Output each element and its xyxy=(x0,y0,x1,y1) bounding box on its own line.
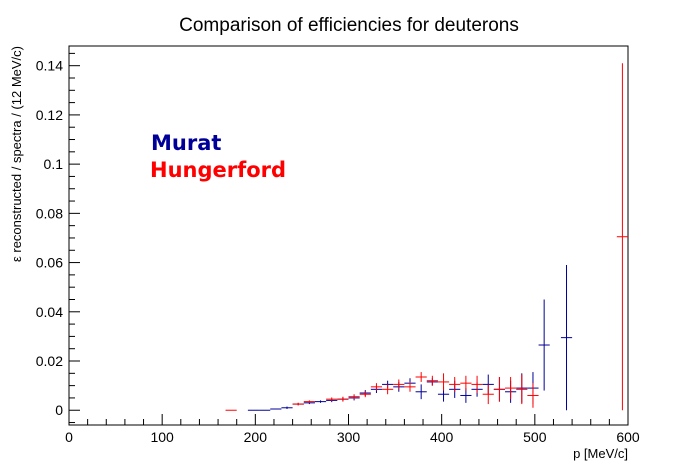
data-point xyxy=(404,381,416,392)
data-point xyxy=(560,265,573,411)
data-point xyxy=(292,402,304,406)
data-point xyxy=(370,383,383,391)
data-point xyxy=(281,406,293,410)
data-point xyxy=(348,394,360,400)
data-point xyxy=(326,397,338,401)
data-point xyxy=(493,377,506,402)
chart-title: Comparison of efficiencies for deuterons xyxy=(179,15,519,36)
x-tick-label: 400 xyxy=(430,429,454,445)
x-tick-label: 600 xyxy=(616,429,640,445)
y-tick-label: 0.12 xyxy=(36,107,63,123)
y-axis: 0 0.02 0.04 0.06 0.08 0.1 0.12 0.14 xyxy=(36,52,80,424)
data-point xyxy=(471,375,483,394)
data-point xyxy=(449,377,461,392)
x-tick-label: 0 xyxy=(65,429,73,445)
y-axis-title: ε reconstructed / spectra / (12 MeV/c) xyxy=(9,46,24,262)
y-tick-label: 0 xyxy=(55,402,63,418)
data-point xyxy=(505,377,517,400)
legend-entry-hungerford: Hungerford xyxy=(150,158,286,182)
data-point xyxy=(337,396,349,402)
y-tick-label: 0.1 xyxy=(44,156,64,172)
x-tick-label: 100 xyxy=(150,429,174,445)
data-point xyxy=(359,391,371,398)
data-point xyxy=(426,375,438,386)
y-tick-label: 0.08 xyxy=(36,205,63,221)
y-tick-label: 0.04 xyxy=(36,304,63,320)
x-axis-title: p [MeV/c] xyxy=(573,446,628,461)
data-point xyxy=(303,400,315,403)
x-tick-label: 500 xyxy=(523,429,547,445)
data-point xyxy=(314,400,327,403)
data-point xyxy=(527,383,539,408)
series-hungerford xyxy=(225,63,628,411)
data-point xyxy=(415,384,427,400)
y-tick-label: 0.02 xyxy=(36,353,63,369)
data-point xyxy=(538,299,550,391)
data-point xyxy=(482,384,494,405)
data-point xyxy=(393,379,405,390)
x-axis: 0 100 200 300 400 500 600 xyxy=(65,414,640,445)
data-point xyxy=(382,384,394,395)
x-tick-label: 300 xyxy=(337,429,361,445)
data-point xyxy=(460,375,472,391)
data-point xyxy=(415,372,427,382)
data-point xyxy=(437,373,450,391)
series-layer xyxy=(225,63,628,411)
y-tick-label: 0.14 xyxy=(36,58,63,74)
x-tick-label: 200 xyxy=(244,429,268,445)
y-tick-label: 0.06 xyxy=(36,255,63,271)
data-point xyxy=(516,374,528,405)
legend-entry-murat: Murat xyxy=(151,131,221,155)
data-point xyxy=(616,63,628,411)
